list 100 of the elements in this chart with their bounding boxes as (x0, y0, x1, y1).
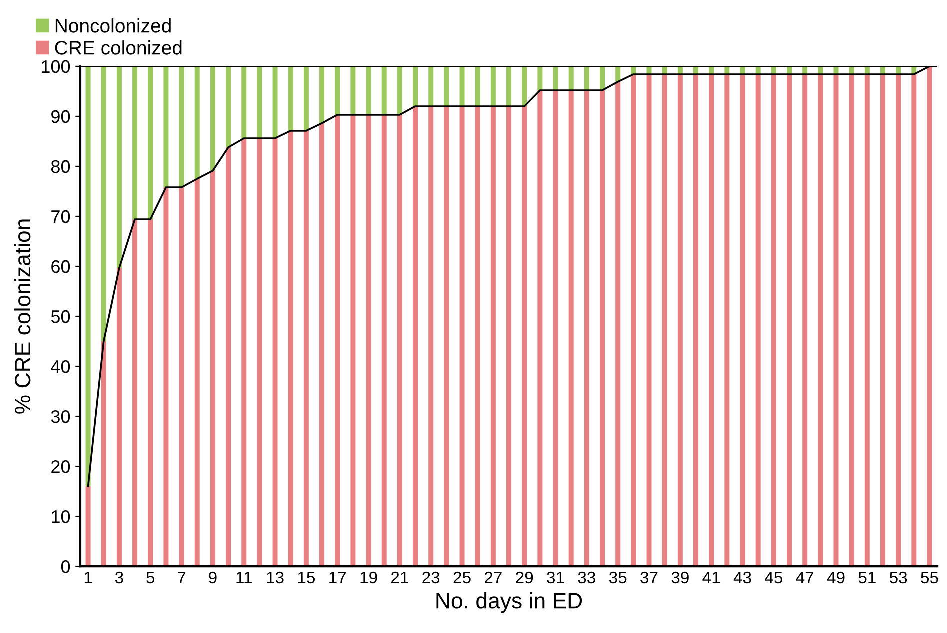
bar (257, 66, 262, 138)
bar (179, 187, 184, 567)
x-tick-label: 11 (236, 572, 252, 584)
bar (226, 147, 232, 567)
y-tick-label: 0 (61, 560, 70, 574)
bar (86, 486, 91, 567)
x-tick-label: 55 (921, 572, 938, 584)
bar (756, 74, 761, 567)
x-tick-label: 47 (796, 572, 814, 584)
bar (553, 90, 558, 567)
bar (771, 74, 776, 567)
y-tick-label: 90 (52, 110, 70, 124)
y-tick-label: 80 (51, 160, 70, 174)
bar (802, 74, 808, 567)
bar (740, 74, 746, 567)
bar (490, 66, 496, 106)
bar (304, 130, 309, 567)
bar (288, 66, 294, 131)
y-tick-label: 60 (52, 260, 70, 274)
bar (475, 106, 480, 567)
bar (568, 66, 574, 90)
bar (460, 66, 465, 106)
bar (148, 66, 154, 220)
x-tick-label: 7 (178, 572, 186, 584)
legend-label: Noncolonized (56, 18, 171, 33)
bar (116, 66, 122, 268)
bar (460, 106, 465, 567)
bar (210, 66, 216, 171)
x-tick-label: 35 (609, 572, 627, 584)
x-tick-label: 9 (209, 572, 217, 584)
y-tick-label: 40 (51, 360, 70, 374)
bar (444, 66, 450, 106)
bar (350, 66, 356, 115)
bar (132, 219, 138, 567)
bar (584, 66, 590, 90)
bar (335, 66, 340, 115)
bar (242, 138, 247, 567)
bar (148, 219, 154, 567)
x-tick-label: 49 (827, 572, 845, 584)
x-tick-label: 41 (702, 572, 720, 584)
bar (616, 82, 621, 567)
bar (101, 342, 106, 567)
bar (896, 74, 902, 567)
x-tick-label: 33 (578, 572, 596, 584)
y-tick-label: 10 (52, 510, 70, 524)
bar (522, 66, 528, 106)
y-tick-label: 30 (51, 410, 70, 424)
bar (787, 74, 792, 567)
x-tick-label: 13 (267, 572, 284, 584)
x-tick-label: 45 (765, 572, 782, 584)
x-tick-label: 17 (330, 572, 346, 584)
bar (662, 74, 668, 567)
bar (366, 114, 372, 567)
bar (164, 187, 169, 567)
bar (864, 74, 870, 567)
bar (397, 66, 402, 115)
x-tick-label: 23 (422, 572, 440, 584)
bar (834, 74, 839, 567)
bar (272, 66, 278, 138)
bar (428, 106, 434, 567)
bar (257, 138, 262, 567)
bar (382, 66, 387, 115)
bar (242, 66, 247, 138)
x-tick-label: 3 (115, 572, 124, 584)
bar (194, 66, 200, 179)
bar (646, 74, 652, 567)
bar (272, 138, 278, 567)
x-tick-label: 21 (392, 572, 408, 584)
bar (413, 66, 418, 106)
bar (522, 106, 528, 567)
bar (553, 66, 558, 90)
bar (366, 66, 372, 115)
bar (616, 66, 621, 82)
bar (132, 66, 138, 220)
y-tick-label: 50 (51, 310, 70, 324)
bar (335, 114, 340, 567)
bar (506, 66, 512, 106)
bar (912, 74, 917, 567)
bar (818, 74, 824, 567)
bar (444, 106, 450, 567)
y-tick-label: 20 (52, 460, 70, 474)
bar (538, 90, 543, 567)
x-tick-label: 39 (672, 572, 689, 584)
bar (101, 66, 106, 342)
bar (724, 74, 730, 567)
x-tick-label: 5 (146, 572, 155, 584)
bar (164, 66, 169, 188)
x-tick-label: 19 (360, 572, 378, 584)
x-tick-label: 15 (298, 572, 316, 584)
bar (226, 66, 232, 148)
bar (709, 74, 714, 567)
bar (927, 66, 932, 567)
bar (880, 74, 886, 567)
x-tick-label: 27 (485, 572, 502, 584)
bar (382, 114, 387, 567)
bar (600, 90, 605, 567)
bar (568, 90, 574, 567)
bar (506, 106, 512, 567)
bar (397, 114, 402, 567)
bar (304, 66, 309, 131)
